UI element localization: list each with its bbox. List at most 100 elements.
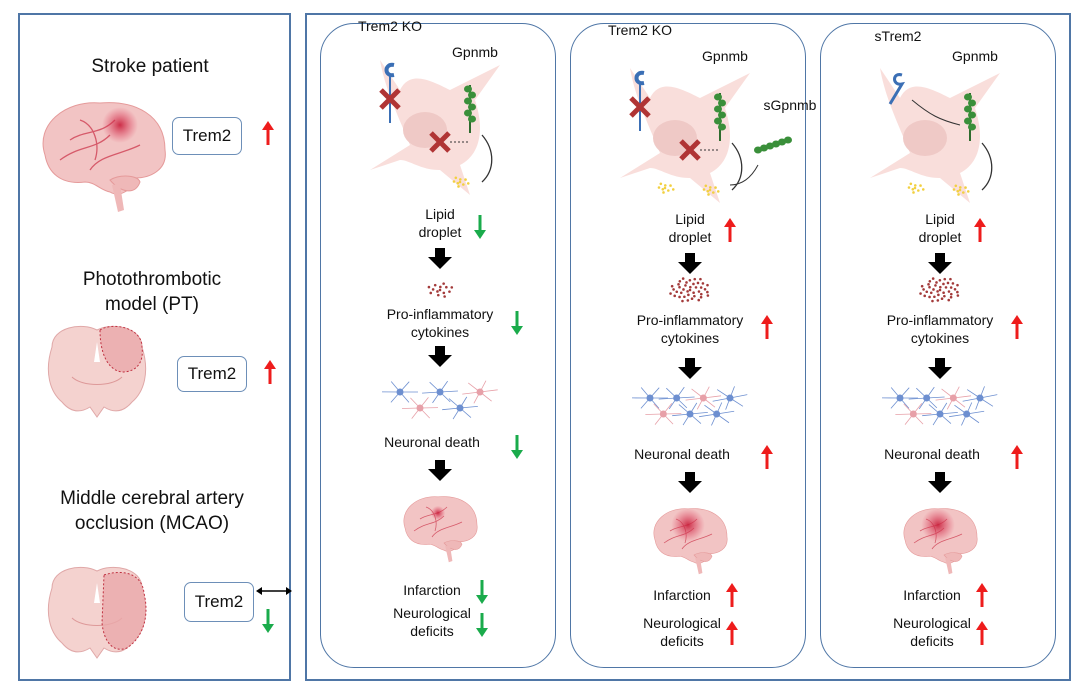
dot [919, 292, 922, 295]
dot [433, 283, 437, 287]
dot [951, 282, 955, 285]
arrow-head [474, 230, 486, 239]
neurological-label: Neurological [393, 605, 471, 621]
cerebrum [42, 102, 166, 195]
nucleus [903, 120, 947, 156]
dot [939, 285, 942, 289]
arrow-head [726, 583, 738, 592]
dot [438, 288, 442, 292]
dot [464, 178, 467, 181]
curved-arrow [481, 134, 493, 183]
curved-arrow [981, 142, 993, 191]
soma [963, 410, 971, 418]
dot [946, 281, 950, 285]
soma [699, 394, 707, 402]
dot [706, 290, 709, 294]
neurological-label: Neurological [643, 615, 721, 631]
domain [718, 123, 726, 131]
arrow-head [976, 621, 988, 630]
dot [936, 299, 940, 302]
structure [71, 376, 123, 385]
dot [690, 297, 694, 301]
dot [923, 294, 927, 298]
mouse-brain-section-icon [47, 325, 147, 418]
arrow-head [976, 583, 988, 592]
dot [925, 290, 929, 294]
dot [714, 186, 717, 189]
dot [949, 277, 952, 281]
dot [688, 288, 692, 292]
neuronal-death-label: Neuronal death [384, 434, 480, 450]
strem2 [888, 73, 906, 105]
up-arrow-icon [976, 621, 988, 645]
dot [697, 298, 701, 302]
soma [936, 410, 944, 418]
soma [949, 394, 957, 402]
cytokines-label-2: cytokines [910, 330, 970, 346]
neurons-icon [881, 386, 998, 426]
receptor-label: sTrem2 [874, 28, 922, 44]
dot [702, 188, 706, 191]
soma [476, 388, 484, 396]
dot [657, 186, 661, 189]
dot [696, 281, 700, 285]
lipid-label: Lipid [675, 211, 705, 227]
dot [911, 187, 915, 191]
soluble-gpnmb-label: sGpnmb [763, 97, 817, 113]
neurons-icon [631, 386, 748, 426]
domain [968, 111, 976, 119]
dot [456, 181, 460, 185]
dot [443, 295, 446, 298]
dot [663, 186, 667, 190]
soma [713, 410, 721, 418]
human-brain-icon [42, 102, 166, 212]
dot [677, 283, 680, 286]
dot [931, 299, 934, 303]
domain [968, 123, 976, 131]
ectodomain [634, 70, 645, 86]
dot [958, 188, 962, 192]
cytokines-label: Pro-inflammatory [636, 312, 744, 328]
domain [772, 140, 780, 148]
lipid-droplets-icon [702, 184, 720, 196]
gpnmb-icon [464, 85, 476, 133]
human-brain-icon [903, 508, 978, 575]
dot [931, 277, 935, 280]
dot [682, 288, 685, 291]
arrow-head [724, 218, 736, 227]
domain [464, 97, 472, 105]
cytokines-label-2: cytokines [660, 330, 720, 346]
dot [920, 284, 924, 288]
soma [436, 388, 444, 396]
up-arrow-icon [262, 121, 274, 145]
dot [704, 184, 708, 188]
dot [439, 285, 442, 289]
condition-panel-1 [320, 23, 556, 668]
dot [949, 295, 953, 299]
flow-arrow-icon [428, 346, 452, 367]
arrow-head [476, 595, 488, 604]
soma [686, 410, 694, 418]
dot [909, 182, 913, 186]
dot [681, 299, 684, 303]
dot [716, 190, 720, 193]
soma [659, 410, 667, 418]
neuronal-death-label: Neuronal death [634, 446, 730, 462]
dot [964, 186, 967, 189]
dot [427, 285, 431, 289]
dot [928, 295, 931, 299]
lesion [99, 325, 143, 373]
human-brain-icon [403, 496, 478, 563]
up-arrow-icon [1011, 315, 1023, 339]
dot [684, 284, 687, 287]
domain [714, 93, 722, 101]
pt-title: Photothrombotic [82, 269, 222, 290]
blocked-x-icon [629, 96, 651, 118]
up-arrow-icon [726, 583, 738, 607]
dot [450, 286, 454, 289]
soma [456, 404, 464, 412]
blocked-x-icon [679, 139, 701, 161]
dot [913, 184, 917, 187]
dot [699, 295, 703, 299]
soma [976, 394, 984, 402]
